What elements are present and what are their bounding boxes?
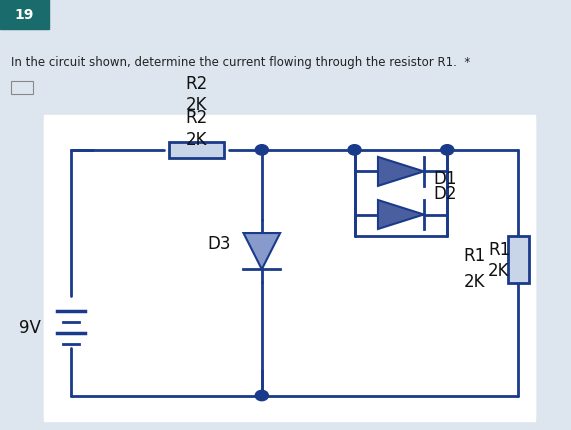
Circle shape	[441, 145, 454, 156]
Polygon shape	[243, 233, 280, 270]
Text: 2K: 2K	[464, 273, 485, 291]
Circle shape	[255, 390, 268, 401]
Polygon shape	[378, 200, 424, 230]
Text: R1
2K: R1 2K	[488, 241, 510, 280]
Bar	[43, 120, 534, 417]
Text: D1: D1	[433, 169, 457, 187]
Text: 19: 19	[15, 8, 34, 22]
Text: D3: D3	[207, 234, 231, 252]
Text: R1: R1	[463, 247, 485, 265]
Text: R2: R2	[185, 109, 207, 127]
Circle shape	[255, 145, 268, 156]
Polygon shape	[378, 157, 424, 187]
Text: 2K: 2K	[186, 130, 207, 148]
Bar	[508, 237, 529, 284]
Text: R2
2K: R2 2K	[185, 75, 207, 114]
Bar	[0, 0, 49, 30]
Bar	[11, 82, 33, 95]
Text: 9V: 9V	[19, 318, 41, 336]
Bar	[43, 116, 534, 421]
Circle shape	[348, 145, 361, 156]
Text: D2: D2	[433, 184, 457, 203]
Bar	[169, 142, 224, 159]
Text: In the circuit shown, determine the current flowing through the resistor R1.  *: In the circuit shown, determine the curr…	[11, 56, 470, 69]
